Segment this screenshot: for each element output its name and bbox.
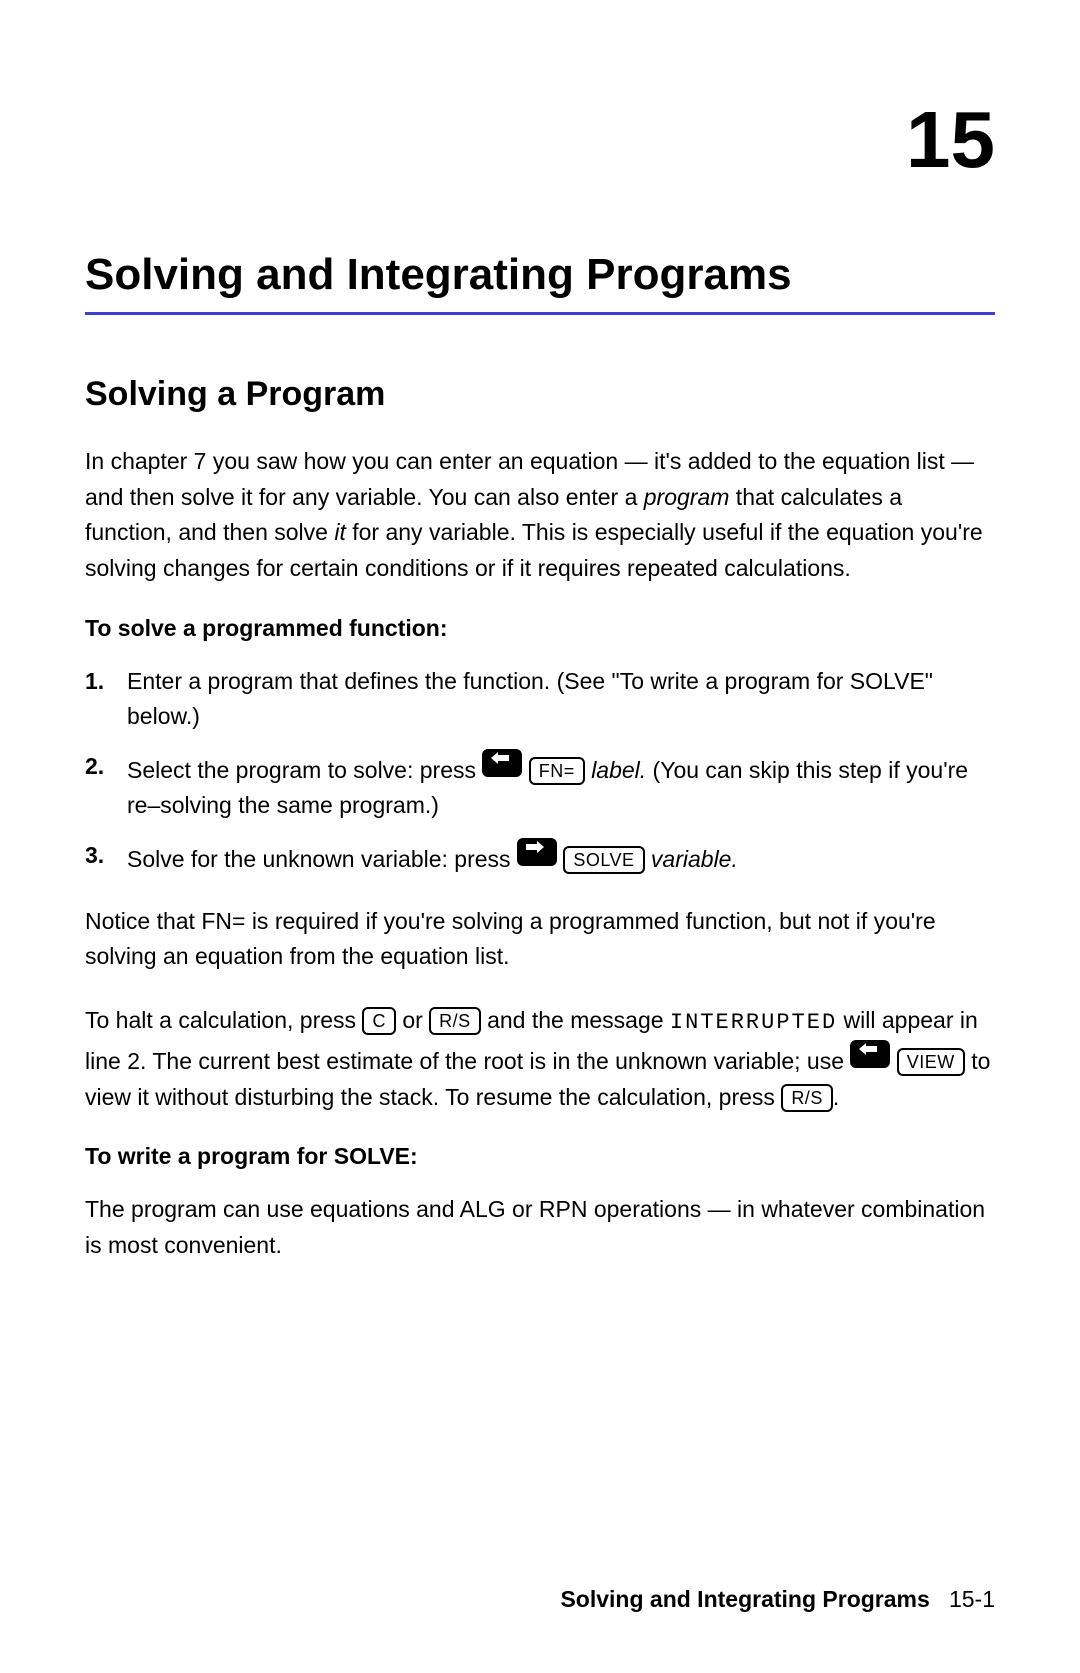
- text-segment: and the message: [487, 1007, 670, 1033]
- right-shift-key-icon: [517, 838, 557, 866]
- solve-key: SOLVE: [563, 846, 644, 874]
- step-body: Enter a program that defines the functio…: [127, 664, 995, 735]
- subheading: To solve a programmed function:: [85, 615, 995, 642]
- manual-page: 15 Solving and Integrating Programs Solv…: [0, 0, 1080, 1673]
- display-message: INTERRUPTED: [670, 1010, 837, 1035]
- text-segment: .: [833, 1084, 839, 1110]
- chapter-number: 15: [85, 100, 995, 180]
- page-footer: Solving and Integrating Programs 15-1: [560, 1586, 995, 1613]
- fn-equals-key: FN=: [529, 757, 585, 785]
- step-body: Solve for the unknown variable: press SO…: [127, 838, 995, 878]
- list-item: 3. Solve for the unknown variable: press…: [85, 838, 995, 878]
- chapter-title: Solving and Integrating Programs: [85, 250, 995, 315]
- view-key: VIEW: [897, 1048, 965, 1076]
- rs-key: R/S: [429, 1007, 481, 1035]
- step-number: 1.: [85, 664, 127, 735]
- left-shift-key-icon: [482, 749, 522, 777]
- procedure-list: 1. Enter a program that defines the func…: [85, 664, 995, 878]
- text-segment: Solve for the unknown variable: press: [127, 846, 517, 872]
- text-segment: To halt a calculation, press: [85, 1007, 362, 1033]
- text-segment: Select the program to solve: press: [127, 757, 482, 783]
- footer-page-number: 15-1: [949, 1586, 995, 1612]
- step-number: 3.: [85, 838, 127, 878]
- italic-word: program: [644, 484, 730, 510]
- c-key: C: [362, 1007, 396, 1035]
- list-item: 1. Enter a program that defines the func…: [85, 664, 995, 735]
- rs-key: R/S: [781, 1084, 833, 1112]
- step-body: Select the program to solve: press FN= l…: [127, 749, 995, 824]
- italic-word: variable.: [651, 846, 738, 872]
- step-number: 2.: [85, 749, 127, 824]
- italic-word: label.: [591, 757, 646, 783]
- body-paragraph: Notice that FN= is required if you're so…: [85, 904, 995, 975]
- subheading: To write a program for SOLVE:: [85, 1143, 995, 1170]
- body-paragraph: To halt a calculation, press C or R/S an…: [85, 1003, 995, 1115]
- italic-word: it: [334, 519, 346, 545]
- text-segment: or: [402, 1007, 429, 1033]
- footer-title: Solving and Integrating Programs: [560, 1586, 929, 1612]
- body-paragraph: The program can use equations and ALG or…: [85, 1192, 995, 1263]
- left-shift-key-icon: [850, 1040, 890, 1068]
- section-heading: Solving a Program: [85, 375, 995, 414]
- intro-paragraph: In chapter 7 you saw how you can enter a…: [85, 444, 995, 587]
- list-item: 2. Select the program to solve: press FN…: [85, 749, 995, 824]
